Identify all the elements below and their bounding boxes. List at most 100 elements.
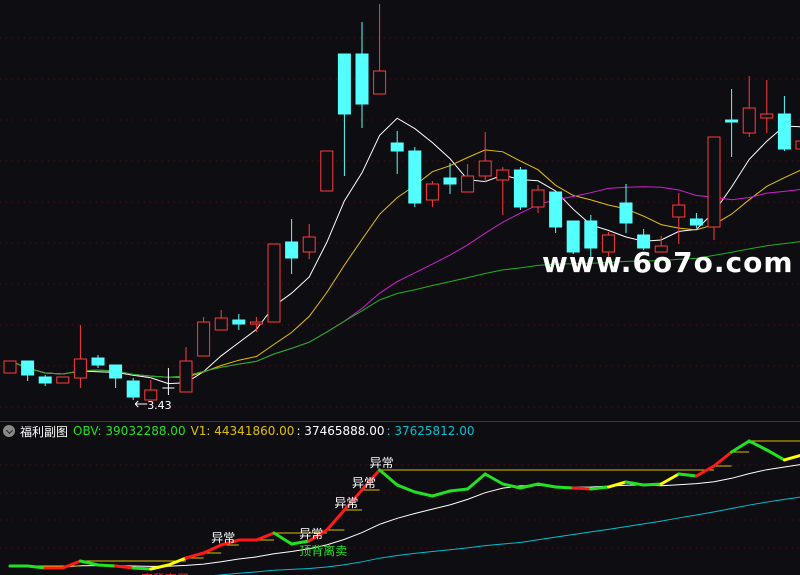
obv-ma-value: : 37465888.00 [296,424,385,438]
candle-down [777,113,791,150]
obv-ma-long-value: : 37625812.00 [386,424,475,438]
candle-down [390,142,404,152]
obv-segment [448,487,470,493]
obv-segment [26,564,47,570]
obv-segment [765,448,786,462]
obv-segment [166,556,188,567]
candle-up [795,140,800,150]
candle-up [320,150,334,192]
ma5-line [9,117,800,385]
obv-segment [360,468,382,492]
candle-up [302,236,316,253]
candle-up [707,136,721,228]
obv-segment [114,564,135,570]
obv-segment [589,485,610,491]
low-price-label: 3.43 [147,399,172,412]
obv-segment [61,559,82,570]
candle-down [91,357,105,366]
obv-segment [430,489,452,498]
candle-up [214,317,228,331]
obv-ma-long-line [214,496,800,575]
candle-up [56,376,70,384]
obv-segment [219,538,241,547]
candle-down [109,364,123,379]
obv-segment [202,543,223,555]
candle-up [179,360,193,393]
sub-chart-title[interactable]: 福利副图 [20,424,69,439]
candle-up [672,204,686,218]
candle-down [637,234,651,249]
low-arrow-icon [134,400,148,408]
v1-line [10,440,800,567]
obv-segment [501,482,522,490]
candle-down [38,376,52,384]
obv-segment [325,508,346,532]
obv-annotation: 异常 [211,531,235,545]
sub-chart-header: 福利副图 OBV: 39032288.00 V1: 44341860.00 : … [3,423,480,439]
obv-segment [272,531,294,546]
candle-up [496,169,510,181]
obv-segment [96,563,118,568]
candle-down [549,191,563,228]
candle-up [601,234,615,253]
obv-segment [694,464,716,478]
obv-segment [747,439,769,452]
obv-annotation: 异常 [370,456,394,470]
candle-up [249,321,263,325]
obv-segment [254,531,276,542]
candle-up [461,175,475,193]
candle-down [232,319,246,325]
obv-annotation: 顶背离卖 [299,543,347,558]
candle-down [337,53,351,115]
obv-segment [624,480,646,487]
obv-segment [571,486,593,491]
obv-segment [131,566,153,571]
candle-up [197,321,211,357]
obv-segment [149,563,170,571]
obv-annotation: 异常 [299,527,323,541]
candle-down [566,220,580,253]
candle-up [144,389,158,401]
obv-segment [395,483,417,494]
obv-ma-line [10,464,800,568]
candle-up [267,243,281,323]
candle-down [513,169,527,208]
obv-segment [466,472,487,491]
candle-down [689,218,703,226]
ma60-line [9,241,800,378]
obv-segment [184,551,206,560]
watermark: www.6o7o.com [542,246,794,279]
candle-up [742,107,756,134]
candle-down [355,53,369,105]
obv-value: OBV: 39032288.00 [73,424,186,438]
candle-up [760,113,774,119]
obv-segment [518,482,540,490]
candle-up [478,160,492,177]
candle-up [425,183,439,201]
obv-segment [290,539,311,546]
candle-up [531,189,545,208]
v1-value: V1: 44341860.00 [190,424,295,438]
candle-up [73,358,87,379]
obv-segment [606,480,628,489]
obv-segment [378,468,399,487]
obv-segment [342,488,364,512]
obv-segment [642,482,663,487]
obv-segment [782,454,800,462]
obv-segment [554,485,575,490]
candle-down [584,220,598,249]
obv-segment [483,472,505,486]
obv-annotation: 异常 [334,496,358,510]
obv-segment [307,528,329,543]
obv-segment [413,490,434,498]
candle-down [725,119,739,123]
candle-up [3,360,17,374]
obv-annotation: 异常 [352,476,376,490]
candle-down [285,241,299,259]
candle-up [654,245,668,253]
obv-segment [712,450,734,468]
collapse-chevron-icon[interactable] [3,425,15,437]
obv-annotation: 底背离买 [141,571,189,575]
